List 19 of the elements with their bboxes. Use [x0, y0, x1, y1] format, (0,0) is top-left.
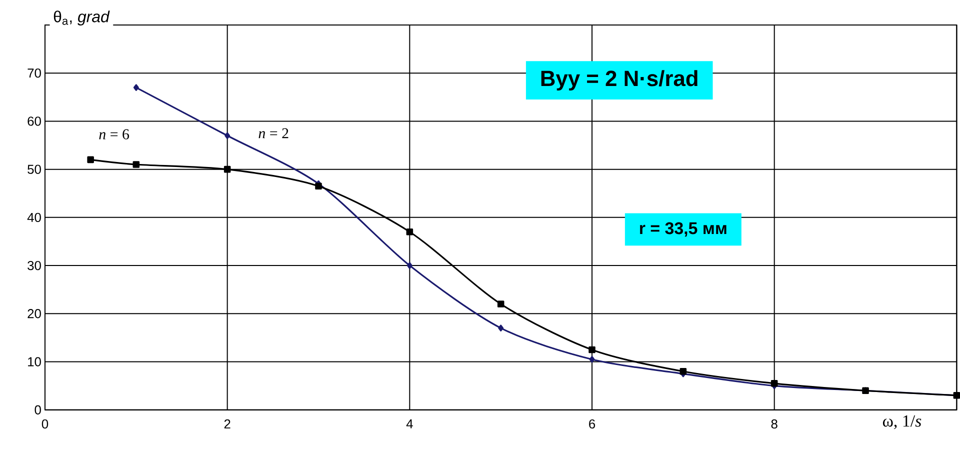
series-label: n = 2: [258, 128, 288, 138]
y-tick-label: 60: [28, 116, 41, 126]
x-tick-label: 4: [406, 419, 413, 428]
y-tick-label: 70: [28, 68, 41, 78]
x-axis-title: ω, 1/s: [882, 415, 922, 430]
y-axis-title: θ$_{a}$, grad: [54, 10, 110, 26]
annotation: Byy = 2 N·s/rad: [541, 70, 698, 91]
y-tick-label: 40: [27, 212, 41, 222]
y-tick-label: 50: [28, 164, 41, 174]
x-tick-label: 2: [224, 419, 230, 428]
annotation: r = 33,5 мм: [640, 222, 726, 237]
x-tick-label: 8: [771, 419, 778, 429]
y-tick-label: 20: [28, 309, 41, 318]
x-tick-label: 6: [589, 419, 596, 429]
y-tick-label: 10: [28, 357, 41, 366]
y-tick-label: 0: [34, 405, 41, 415]
x-tick-label: 0: [42, 419, 48, 429]
series-label: n = 6: [99, 129, 130, 140]
y-tick-label: 30: [28, 261, 41, 270]
